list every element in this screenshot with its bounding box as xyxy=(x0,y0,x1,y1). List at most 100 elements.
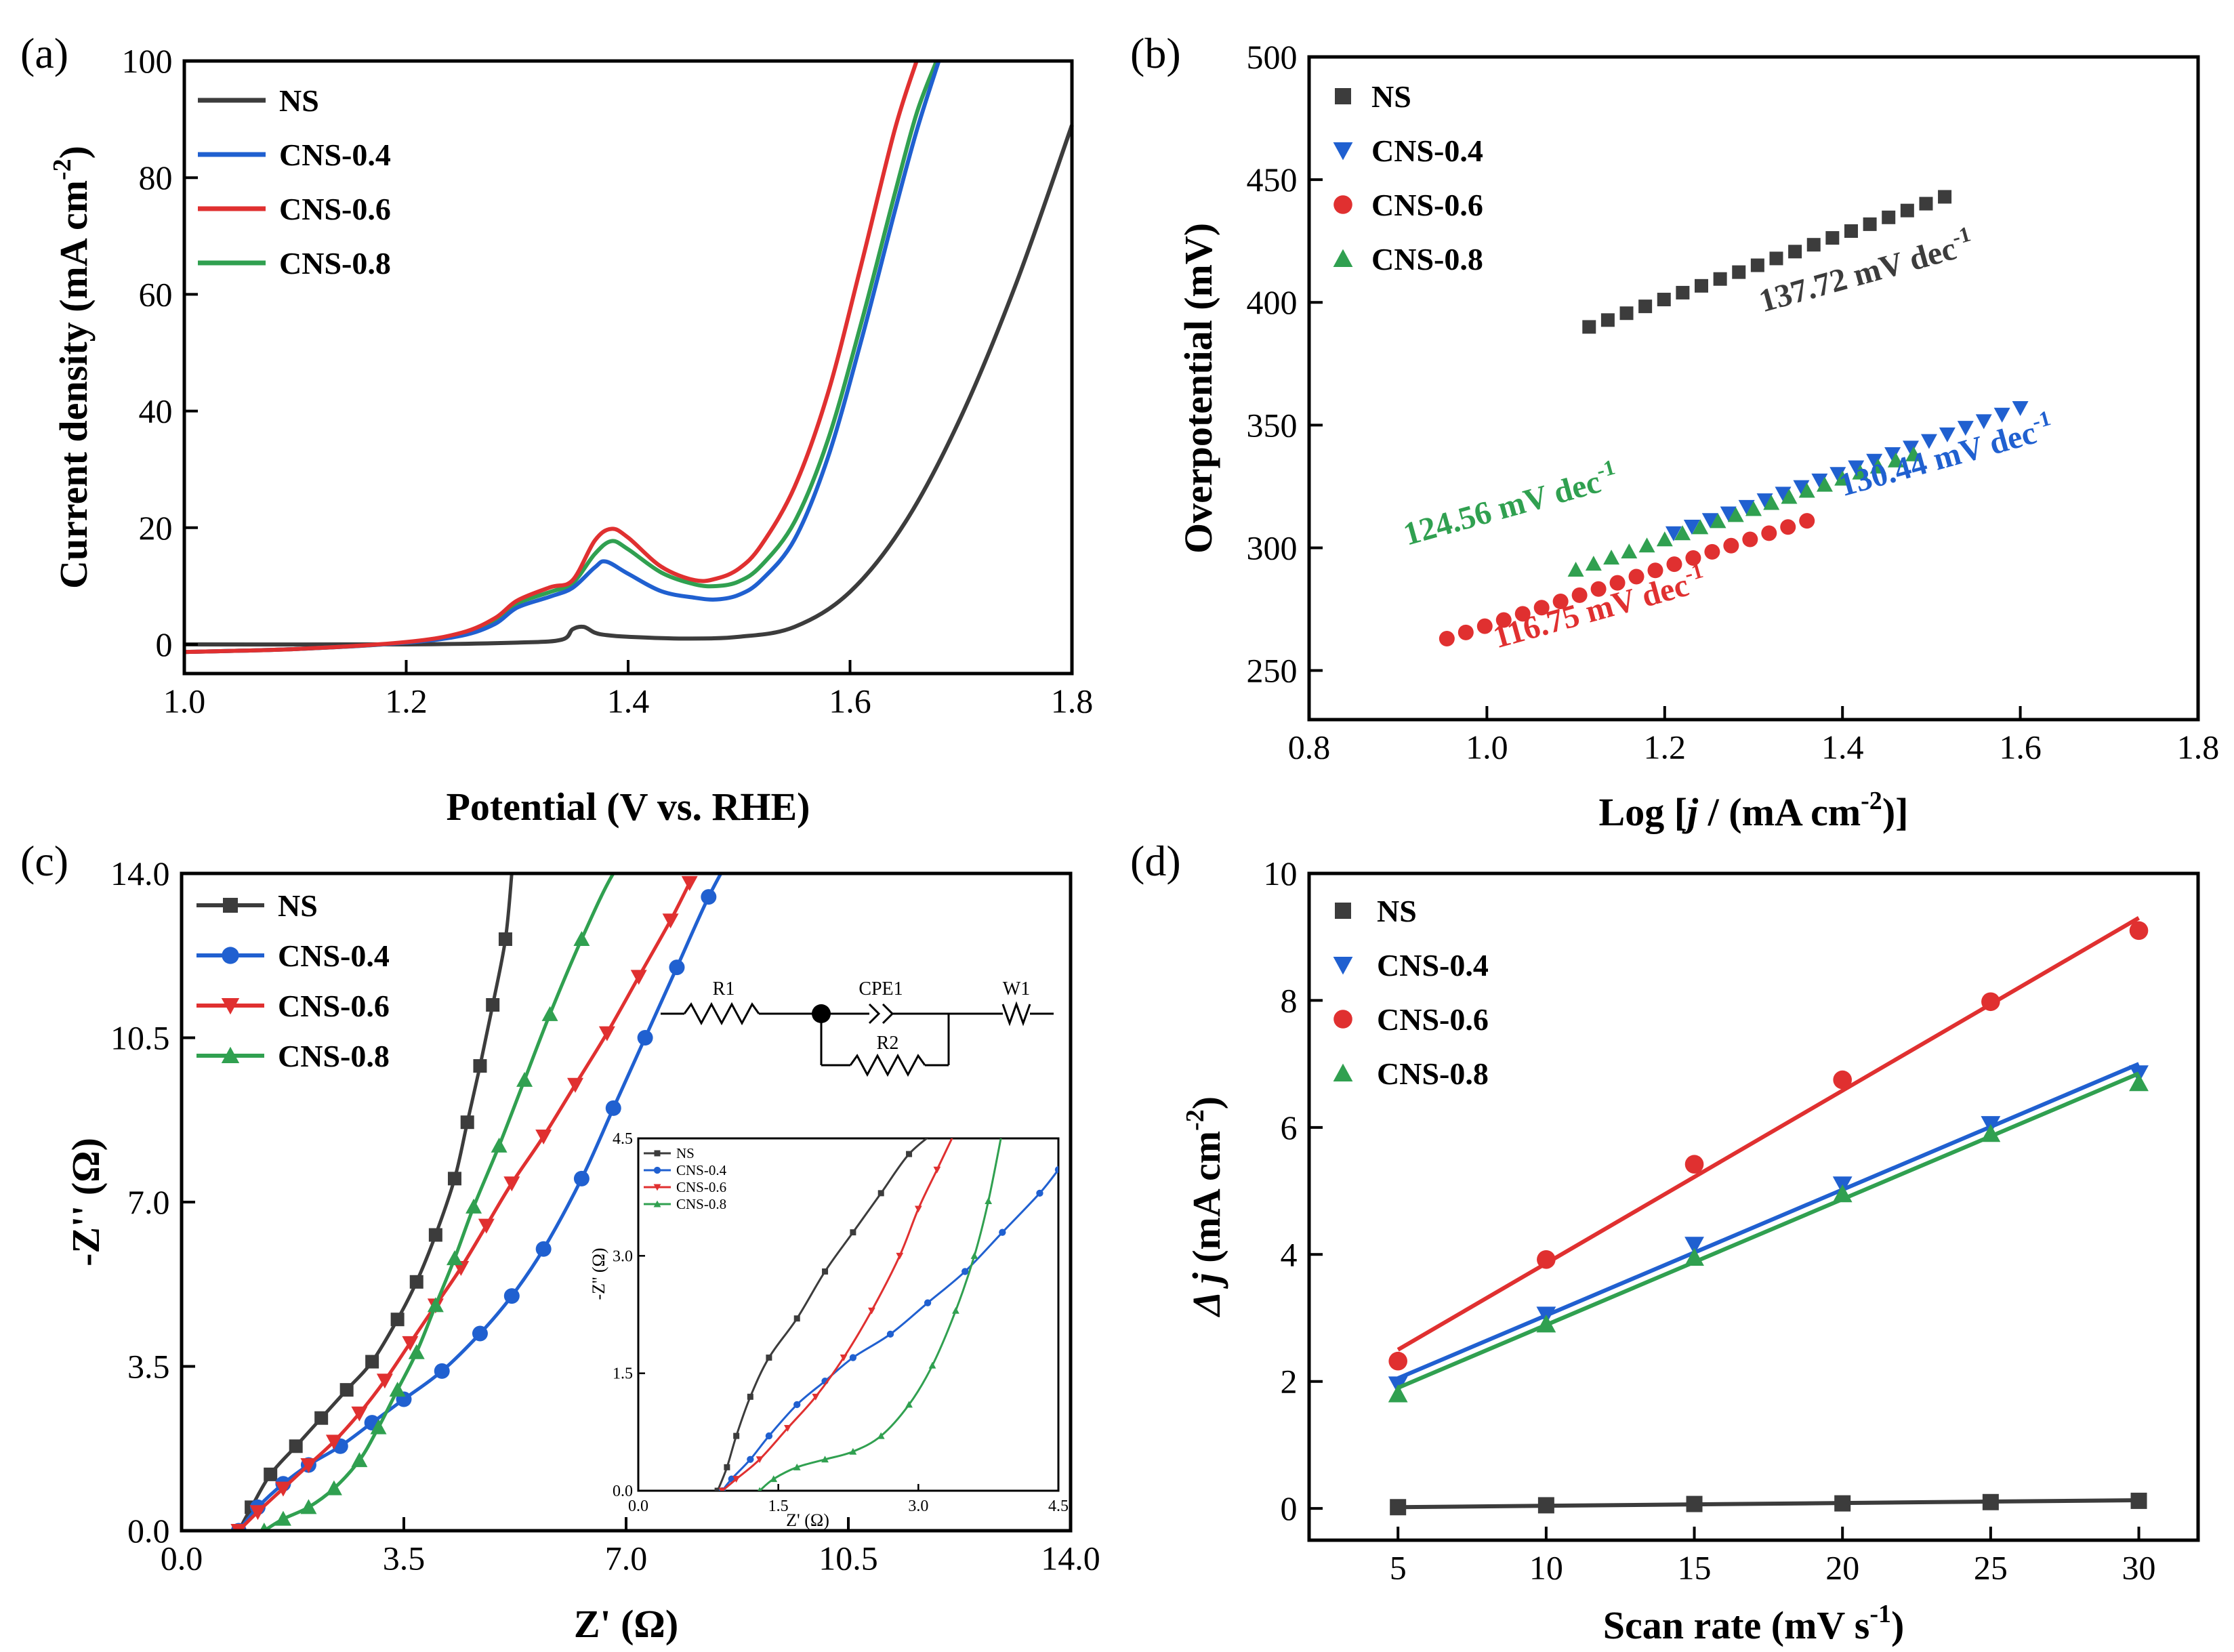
point-b-cns-0-8-6 xyxy=(1674,525,1691,541)
point-c-cns-0-4-12 xyxy=(605,1100,621,1116)
y-tick-label-a-2: 40 xyxy=(139,392,173,430)
inset-point-ns-7 xyxy=(850,1229,856,1236)
point-b-cns-0-4-12 xyxy=(1884,447,1901,463)
legend-marker-d-cns-0-8 xyxy=(1333,1063,1353,1081)
point-c-cns-0-8-11 xyxy=(491,1137,508,1153)
chart-d-legend: NS CNS-0.4 CNS-0.6 CNS-0.8 xyxy=(1333,894,1489,1091)
point-b-cns-0-4-6 xyxy=(1775,487,1792,502)
point-b-cns-0-4-19 xyxy=(2012,400,2029,416)
inset-y-axis-label: -Z'' (Ω) xyxy=(589,1247,608,1300)
point-b-cns-0-8-12 xyxy=(1781,489,1798,504)
resistor-r2 xyxy=(849,1053,926,1077)
point-c-ns-2 xyxy=(264,1467,278,1481)
point-d-cns-0-6-4 xyxy=(1981,992,2000,1012)
point-d-ns-1 xyxy=(1537,1497,1554,1514)
point-c-ns-4 xyxy=(314,1411,329,1425)
point-c-ns-14 xyxy=(498,932,512,946)
point-c-cns-0-8-4 xyxy=(351,1452,368,1468)
point-b-cns-0-4-14 xyxy=(1920,434,1937,449)
point-c-cns-0-6-12 xyxy=(535,1130,552,1144)
chart-b-series xyxy=(1439,190,2029,646)
point-b-cns-0-4-3 xyxy=(1720,506,1737,522)
legend-marker-c-cns-0-6 xyxy=(221,998,240,1015)
point-b-cns-0-8-18 xyxy=(1887,452,1904,468)
legend-label-c-cns-0-4: CNS-0.4 xyxy=(278,938,390,973)
inset-legend-marker-ns xyxy=(654,1150,661,1157)
point-c-ns-11 xyxy=(460,1115,474,1130)
point-b-cns-0-8-0 xyxy=(1567,562,1584,577)
inset-point-cns-0-4-4 xyxy=(793,1401,801,1409)
point-d-cns-0-8-5 xyxy=(2129,1073,2149,1092)
point-c-cns-0-6-14 xyxy=(598,1026,615,1041)
x-tick-label-b-1: 1.0 xyxy=(1466,728,1508,766)
point-b-ns-14 xyxy=(1844,224,1858,238)
y-tick-label-c-0: 0.0 xyxy=(127,1512,170,1550)
chart-d-frame xyxy=(1307,871,2200,1542)
inset-point-cns-0-6-4 xyxy=(812,1393,820,1401)
point-d-ns-4 xyxy=(1982,1493,1999,1510)
chart-a-legend: NS CNS-0.4 CNS-0.6 CNS-0.8 xyxy=(198,83,391,281)
y-tick-label-d-0: 0 xyxy=(1281,1489,1298,1527)
point-b-cns-0-4-11 xyxy=(1866,453,1883,469)
curve-a-cns-0-6 xyxy=(184,60,919,655)
x-tick-label-a-2: 1.4 xyxy=(607,682,650,720)
inset-point-cns-0-6-2 xyxy=(756,1456,764,1464)
inset-point-cns-0-8-10 xyxy=(985,1197,993,1204)
point-c-cns-0-6-11 xyxy=(503,1176,520,1192)
y-tick-label-c-3: 10.5 xyxy=(110,1019,170,1057)
y-tick-label-a-0: 0 xyxy=(156,625,173,663)
point-b-cns-0-6-5 xyxy=(1533,600,1550,616)
inset-point-cns-0-8-0 xyxy=(758,1487,762,1491)
x-tick-label-b-5: 1.8 xyxy=(2177,728,2220,766)
legend-marker-b-ns xyxy=(1335,88,1351,104)
inset-point-ns-6 xyxy=(822,1268,829,1275)
point-c-cns-0-8-14 xyxy=(573,931,590,946)
point-b-cns-0-8-19 xyxy=(1905,446,1922,461)
legend-marker-b-cns-0-8 xyxy=(1333,249,1353,267)
point-d-ns-0 xyxy=(1390,1499,1407,1516)
y-tick-label-b-1: 300 xyxy=(1247,529,1298,566)
inset-point-ns-0 xyxy=(714,1487,721,1491)
inset-point-cns-0-6-9 xyxy=(933,1166,941,1174)
x-tick-label-b-2: 1.2 xyxy=(1644,728,1687,766)
legend-label-d-cns-0-8: CNS-0.8 xyxy=(1377,1056,1489,1091)
point-b-ns-2 xyxy=(1619,306,1634,321)
point-c-cns-0-8-5 xyxy=(370,1419,387,1434)
point-d-cns-0-6-2 xyxy=(1684,1155,1704,1174)
x-axis-label-a: Potential (V vs. RHE) xyxy=(446,785,810,829)
inset-legend-marker-cns-0-8 xyxy=(653,1200,661,1207)
y-tick-label-c-2: 7.0 xyxy=(127,1183,170,1221)
panel-a: (a) 1.0 1.2 1.4 1.6 1.8 0 20 40 60 80 100 NS CNS-0.… xyxy=(20,29,1093,829)
equivalent-circuit: R1 CPE1 W1 R2 xyxy=(661,978,1054,1077)
inset-legend-label-ns: NS xyxy=(676,1145,695,1161)
y-tick-label-b-5: 500 xyxy=(1247,38,1298,76)
point-b-ns-13 xyxy=(1825,231,1840,245)
y-tick-label-b-4: 450 xyxy=(1247,161,1298,199)
point-b-ns-11 xyxy=(1788,245,1802,259)
chart-c-inset: 0.0 1.5 3.0 4.5 0.0 1.5 3.0 4.5 Z' (Ω) -Z'' (Ω) NS… xyxy=(589,1130,1069,1530)
point-b-ns-15 xyxy=(1863,217,1877,231)
fit-line-d-cns-0-4 xyxy=(1397,1062,2140,1380)
warburg-element xyxy=(1001,1001,1031,1027)
inset-point-cns-0-4-10 xyxy=(999,1228,1006,1236)
point-b-cns-0-8-1 xyxy=(1585,556,1602,571)
point-d-cns-0-8-1 xyxy=(1536,1314,1556,1333)
point-c-cns-0-6-6 xyxy=(376,1374,393,1389)
inset-point-cns-0-8-8 xyxy=(952,1306,959,1314)
legend-label-c-cns-0-6: CNS-0.6 xyxy=(278,989,390,1023)
point-c-ns-8 xyxy=(409,1275,423,1289)
legend-marker-c-cns-0-8 xyxy=(221,1046,240,1063)
point-b-cns-0-8-3 xyxy=(1621,543,1638,559)
inset-y-tick-label-1: 1.5 xyxy=(613,1365,633,1383)
point-b-cns-0-6-15 xyxy=(1723,537,1739,554)
point-c-cns-0-4-9 xyxy=(503,1288,520,1304)
point-b-cns-0-4-18 xyxy=(1993,407,2010,423)
inset-point-cns-0-4-6 xyxy=(849,1354,857,1361)
point-b-cns-0-6-13 xyxy=(1685,550,1701,566)
point-b-cns-0-8-9 xyxy=(1727,507,1744,522)
panel-label-b: (b) xyxy=(1130,29,1181,77)
point-b-cns-0-6-16 xyxy=(1742,531,1758,548)
chart-b-ticks: 0.8 1.0 1.2 1.4 1.6 1.8 250 300 350 400 450 500 xyxy=(1247,38,2220,766)
x-tick-label-c-1: 3.5 xyxy=(383,1540,426,1577)
inset-point-cns-0-8-6 xyxy=(905,1401,913,1408)
